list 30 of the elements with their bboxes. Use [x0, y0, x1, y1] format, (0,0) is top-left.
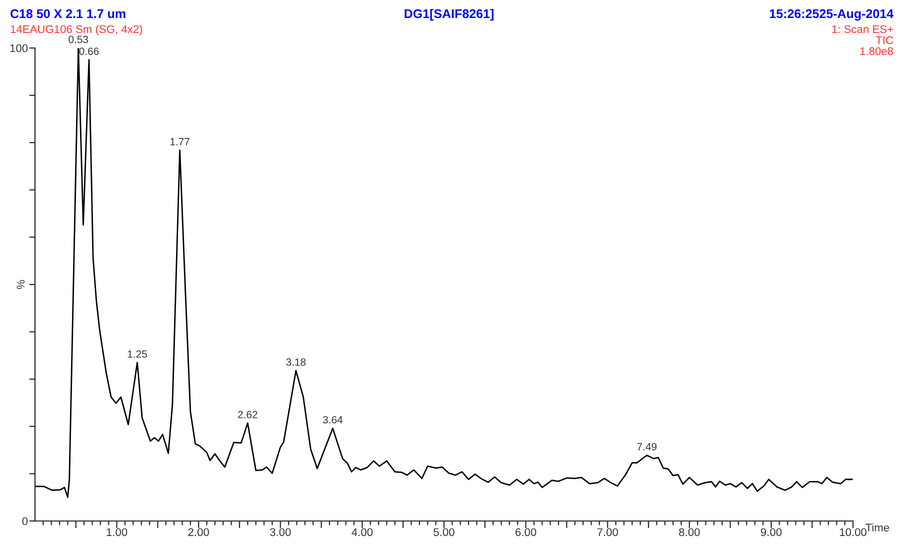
y-tick-label: 100	[10, 44, 28, 52]
x-tick-label: 4.00	[352, 528, 373, 536]
y-axis-title: %	[16, 280, 25, 290]
text: TIC	[876, 36, 894, 44]
annotation: 2.62	[238, 410, 258, 418]
chart-subtitle: 14EAUG106 Sm (SG, 4x2)	[10, 24, 142, 36]
y-tick-label: 0	[22, 517, 28, 526]
x-tick-label: 5.00	[434, 528, 454, 536]
annotation: 7.49	[637, 443, 657, 450]
x-tick-label: 8.00	[679, 528, 700, 536]
x-axis-title: Time	[866, 523, 890, 532]
text: 1: Scan ES+	[832, 25, 893, 34]
text: 1.80e8	[860, 47, 894, 56]
annotation: 1.25	[128, 350, 147, 358]
x-tick-label: 10.00	[840, 528, 866, 536]
annotation: 3.18	[286, 358, 306, 366]
text: DG1[SAIF8261]	[404, 8, 494, 21]
x-tick-label: 1.00	[106, 528, 128, 536]
line-series	[35, 48, 853, 498]
x-tick-label: 2.00	[188, 528, 209, 536]
chart-title: C18 50 X 2.1 1.7 um	[10, 9, 126, 18]
x-tick-label: 6.00	[516, 528, 536, 536]
annotation: 1.77	[170, 138, 190, 146]
annotation: 0.53	[68, 36, 88, 44]
annotation: 0.66	[79, 48, 99, 55]
annotation: 3.64	[323, 416, 343, 424]
x-tick-label: 7.00	[597, 528, 618, 536]
text: 15:26:2525-Aug-2014	[770, 9, 894, 21]
x-tick-label: 3.00	[270, 528, 291, 536]
x-tick-label: 9.00	[760, 528, 782, 536]
